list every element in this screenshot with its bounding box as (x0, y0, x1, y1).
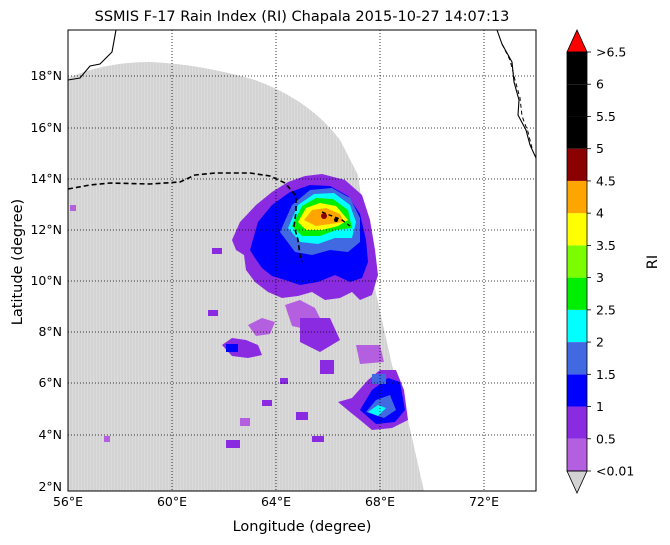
grid (68, 30, 536, 491)
x-tick-label: 60°E (157, 494, 187, 509)
colorbar-segment (567, 245, 587, 278)
colorbar-segment (567, 52, 587, 85)
y-tick-label: 14°N (30, 171, 62, 186)
coastline-india-dashed (501, 43, 533, 149)
colorbar-tick-label: 2 (596, 335, 604, 350)
rain-cell-west-blue (226, 344, 238, 352)
colorbar: <0.01 0.5 1 1.5 2 2.5 3 3.5 4 4.5 5 5.5 6 >6.5 (566, 29, 634, 494)
colorbar-segment (567, 84, 587, 117)
colorbar-tick-label: 5 (596, 141, 604, 156)
x-tick-label: 64°E (261, 494, 291, 509)
colorbar-tick-label: >6.5 (596, 45, 626, 60)
x-tick-label: 56°E (53, 494, 83, 509)
colorbar-segment (567, 148, 587, 181)
rain-cell-west (222, 338, 262, 358)
colorbar-tick-label: 2.5 (596, 302, 616, 317)
colorbar-segment (567, 116, 587, 149)
rain-cell-small-6 (240, 418, 250, 426)
y-tick-label: 8°N (38, 324, 62, 339)
rain-cell-core-max-2 (334, 218, 338, 222)
map-area (68, 30, 536, 491)
rain-cell-south-cyan (368, 405, 386, 416)
rain-cell-small-3 (296, 412, 308, 420)
storm-track-east (321, 211, 351, 227)
y-tick-label: 12°N (30, 222, 62, 237)
colorbar-segment (567, 180, 587, 214)
colorbar-tick-label: 3.5 (596, 238, 616, 253)
y-axis-label: Latitude (degree) (10, 199, 26, 325)
x-tick-label: 72°E (469, 494, 499, 509)
rain-cells (70, 174, 408, 448)
colorbar-segment (567, 342, 587, 375)
rain-cell-small-1 (208, 310, 218, 316)
rain-cell-small-9 (104, 436, 110, 442)
colorbar-segment (567, 213, 587, 246)
coastline-india (496, 30, 536, 159)
y-tick-label: 2°N (38, 479, 62, 494)
colorbar-tick-label: 1 (596, 399, 604, 414)
y-tick-label: 6°N (38, 375, 62, 390)
colorbar-label: RI (645, 255, 661, 269)
colorbar-frame (566, 51, 588, 472)
rain-cell-mid (248, 318, 275, 336)
rain-cell-small-11 (212, 248, 222, 254)
rain-cell-small-2 (262, 400, 272, 406)
rain-cell-east-strip (356, 345, 384, 364)
x-tick-label: 68°E (365, 494, 395, 509)
colorbar-tick-label: 4.5 (596, 173, 616, 188)
colorbar-tick-label: 3 (596, 270, 604, 285)
y-tick-label: 16°N (30, 120, 62, 135)
x-axis: 56°E 60°E 64°E 68°E 72°E (53, 494, 499, 509)
satellite-swath (68, 62, 424, 491)
colorbar-segment (567, 406, 587, 439)
rain-cell-center-south-2 (300, 318, 340, 352)
coastline-arabia (68, 30, 117, 81)
rain-cell-small-7 (312, 436, 324, 442)
rain-cell-core-max (321, 213, 327, 219)
colorbar-tick-label: 5.5 (596, 109, 616, 124)
colorbar-segment (567, 277, 587, 310)
colorbar-under-triangle (566, 470, 588, 494)
rain-cell-small-8 (320, 360, 334, 374)
colorbar-tick-label: 6 (596, 77, 604, 92)
rain-cell-southeast-royal (372, 374, 386, 384)
map-frame (67, 29, 537, 492)
colorbar-over-triangle (566, 29, 588, 53)
y-tick-label: 18°N (30, 68, 62, 83)
colorbar-segment (567, 374, 587, 407)
colorbar-segment (567, 309, 587, 343)
y-tick-label: 4°N (38, 427, 62, 442)
colorbar-tick-label: <0.01 (596, 464, 634, 479)
y-axis: 2°N 4°N 6°N 8°N 10°N 12°N 14°N 16°N 18°N (30, 68, 62, 494)
map-title: SSMIS F-17 Rain Index (RI) Chapala 2015-… (95, 9, 510, 25)
rain-cell-small-4 (280, 378, 288, 384)
x-axis-label: Longitude (degree) (233, 519, 372, 535)
colorbar-tick-label: 1.5 (596, 367, 616, 382)
rain-cell-small-10 (70, 205, 76, 211)
rain-cell-small-5 (226, 440, 240, 448)
colorbar-tick-label: 4 (596, 206, 604, 221)
colorbar-segment (567, 438, 587, 471)
colorbar-tick-label: 0.5 (596, 431, 616, 446)
y-tick-label: 10°N (30, 273, 62, 288)
storm-track (68, 172, 303, 263)
